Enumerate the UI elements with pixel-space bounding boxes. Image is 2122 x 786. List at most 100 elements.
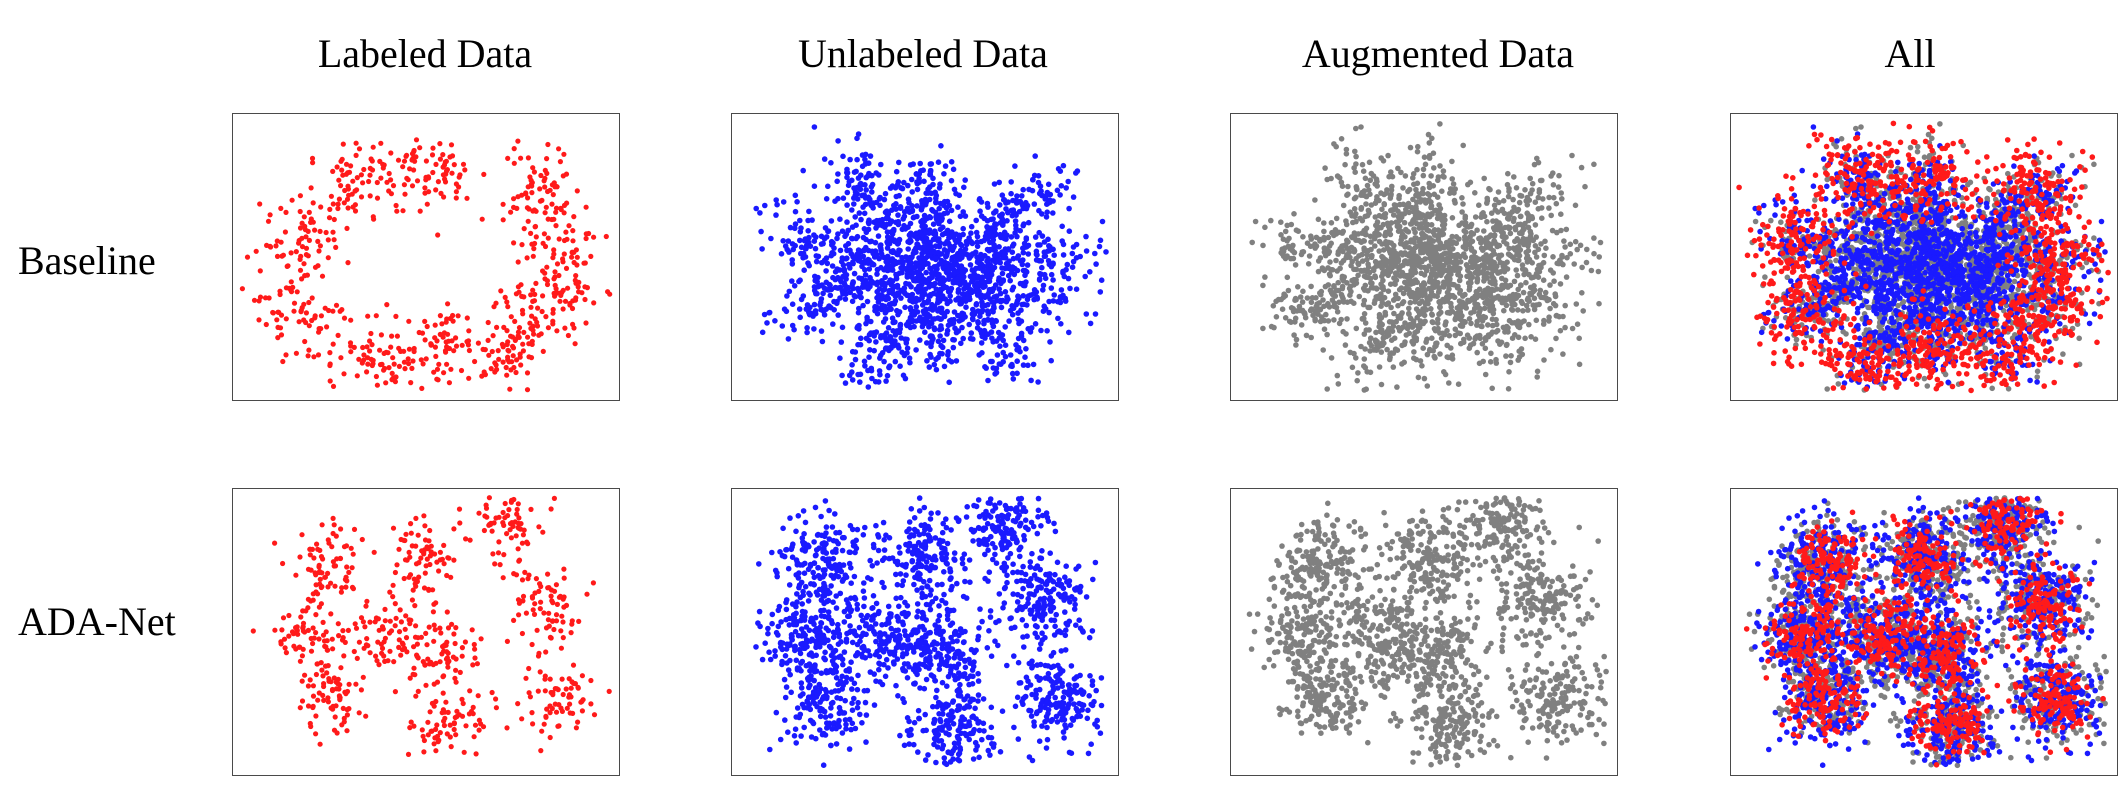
scatter-point-augmented-c5 [1515,334,1522,341]
scatter-point-augmented-c5 [1489,316,1496,322]
scatter-point-augmented-c1 [1331,141,1337,147]
scatter-point-augmented-c9 [1364,256,1370,263]
scatter-point-unlabeled-c6 [946,272,953,278]
scatter-point-unlabeled-c9 [837,247,844,254]
scatter-point-unlabeled-c0 [921,178,927,185]
scatter-point-unlabeled-c9 [897,247,903,254]
scatter-point-augmented-c9 [1282,228,1289,235]
scatter-point-augmented-c8 [1292,262,1299,268]
scatter-point-unlabeled-c6 [959,324,965,331]
scatter-point-augmented-c5 [1533,317,1540,324]
scatter-point-unlabeled-c9 [901,222,907,229]
scatter-point-unlabeled-c9 [866,217,872,223]
scatter-point-labeled-c3 [569,254,575,260]
scatter-point-unlabeled-c1 [867,153,874,159]
scatter-point-unlabeled-c8 [858,294,864,301]
scatter-point-augmented-c8 [1282,293,1289,299]
scatter-point-labeled-c1 [336,196,342,202]
scatter-point-labeled-c1 [335,205,341,212]
scatter-point-unlabeled-c7 [919,295,925,301]
scatter-point-unlabeled-c5 [961,274,967,280]
scatter-point-unlabeled-c0 [901,179,907,186]
scatter-point-unlabeled-c2 [1035,173,1042,179]
scatter-point-unlabeled-c8 [883,309,889,315]
scatter-point-labeled-c1 [353,152,359,158]
scatter-point-augmented-c6 [1396,192,1402,199]
scatter-point-unlabeled-c0 [909,189,915,195]
scatter-point-unlabeled-c3 [1014,255,1020,261]
scatter-point-labeled-c2 [537,186,543,192]
scatter-point-augmented-c5 [1508,353,1514,359]
scatter-point-unlabeled-c7 [904,350,910,356]
scatter-point-labeled-c2 [542,184,548,190]
scatter-point-augmented-c5 [1477,335,1483,342]
scatter-point-unlabeled-c9 [835,267,842,273]
scatter-point-unlabeled-c9 [818,241,825,247]
scatter-point-augmented-c7 [1380,334,1387,341]
scatter-point-augmented-c2 [1462,220,1469,226]
scatter-point-unlabeled-c7 [902,304,908,311]
scatter-point-augmented-c8 [1320,297,1326,303]
scatter-point-augmented-c8 [1295,284,1301,290]
scatter-point-augmented-c6 [1442,371,1449,378]
scatter-point-unlabeled-c0 [948,177,955,184]
scatter-point-augmented-c1 [1853,125,1859,132]
scatter-point-augmented-c6 [1445,245,1452,251]
scatter-point-labeled-c1 [344,196,351,202]
scatter-point-augmented-c2 [1511,204,1517,211]
scatter-point-unlabeled-c6 [933,243,939,250]
scatter-point-unlabeled-c1 [868,184,875,190]
scatter-point-unlabeled-c4 [995,252,1002,258]
scatter-point-augmented-c1 [1385,152,1391,159]
scatter-point-unlabeled-c3 [1082,273,1088,280]
scatter-point-labeled-c8 [270,310,276,316]
scatter-point-labeled-c9 [265,218,272,224]
scatter-point-augmented-c2 [1572,202,1579,209]
scatter-point-unlabeled-c5 [988,329,995,335]
scatter-point-labeled-c9 [301,261,307,267]
scatter-point-labeled-c0 [409,183,416,189]
scatter-point-unlabeled-c7 [892,338,898,344]
scatter-point-unlabeled-c9 [831,245,837,251]
scatter-point-labeled-c6 [464,339,470,345]
scatter-point-augmented-c2 [1551,194,1557,201]
scatter-point-unlabeled-c5 [968,330,975,336]
scatter-point-labeled-c6 [432,322,438,328]
scatter-point-labeled-c8 [299,276,305,282]
scatter-point-unlabeled-c4 [1083,311,1090,317]
scatter-point-augmented-c8 [1308,306,1315,312]
scatter-point-labeled-c8 [293,350,299,356]
scatter-point-augmented-c1 [1353,125,1359,132]
scatter-point-augmented-c6 [1460,339,1467,346]
scatter-point-augmented-c6 [1435,316,1441,323]
scatter-point-unlabeled-c1 [896,237,903,243]
scatter-point-labeled-c1 [348,163,354,169]
scatter-point-augmented-c7 [1404,285,1410,291]
scatter-point-augmented-c5 [1505,386,1512,392]
scatter-point-augmented-c9 [1333,257,1339,264]
scatter-point-unlabeled-c7 [904,322,910,329]
scatter-point-unlabeled-c4 [949,229,955,235]
scatter-point-labeled-c5 [505,347,511,353]
scatter-point-augmented-c8 [1290,308,1297,315]
scatter-point-augmented-c4 [1560,261,1566,268]
scatter-point-augmented-c2 [1459,209,1465,215]
scatter-point-labeled-c2 [508,209,514,215]
scatter-point-augmented-c4 [1468,257,1475,264]
scatter-point-unlabeled-c6 [927,333,934,340]
scatter-point-augmented-c9 [1325,282,1332,288]
scatter-point-augmented-c9 [1372,273,1378,279]
scatter-point-augmented-c9 [1367,275,1374,282]
scatter-point-unlabeled-c5 [950,280,957,286]
scatter-point-augmented-c1 [1414,243,1420,250]
scatter-point-augmented-c3 [1474,279,1480,285]
scatter-point-unlabeled-c5 [984,331,990,337]
scatter-point-augmented-c3 [1591,235,1597,241]
scatter-point-augmented-c4 [1573,301,1580,307]
scatter-point-labeled-c0 [440,152,446,158]
scatter-point-augmented-c0 [1405,188,1411,195]
scatter-point-augmented-c3 [1567,251,1574,257]
scatter-point-unlabeled-c5 [974,292,981,298]
scatter-point-augmented-c8 [1351,282,1357,288]
scatter-point-labeled-c9 [257,201,263,207]
